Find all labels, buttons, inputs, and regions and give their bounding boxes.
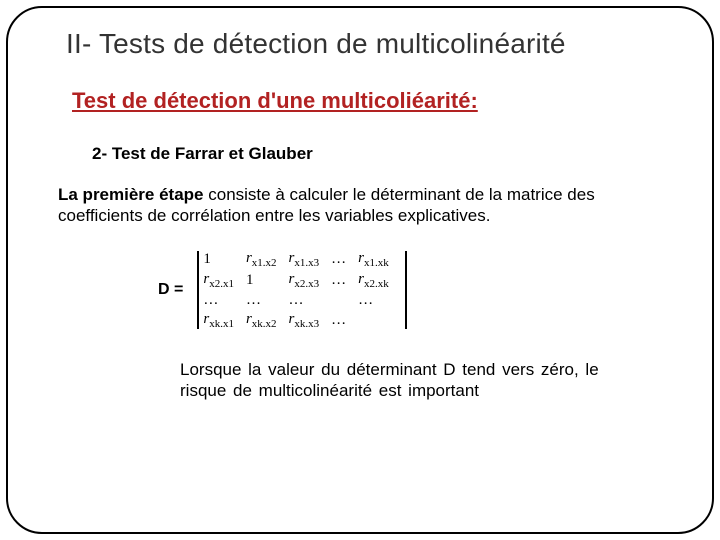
section-label: 2- Test de Farrar et Glauber xyxy=(92,144,670,164)
det-right-bar xyxy=(405,251,407,329)
matrix-cell: … xyxy=(331,249,358,270)
slide-content: II- Tests de détection de multicolinéari… xyxy=(0,0,720,540)
matrix-cell: … xyxy=(246,291,289,310)
matrix-cell: … xyxy=(289,291,332,310)
determinant-matrix: 1rx1.x2rx1.x3…rx1.xkrx2.x11rx2.x3…rx2.xk… xyxy=(193,249,410,331)
matrix-row: 1rx1.x2rx1.x3…rx1.xk xyxy=(203,249,400,270)
matrix-cell: rx2.x1 xyxy=(203,270,246,291)
matrix-cell: rx1.xk xyxy=(358,249,401,270)
matrix-cell xyxy=(358,310,401,331)
matrix-row: rx2.x11rx2.x3…rx2.xk xyxy=(203,270,400,291)
matrix-table: 1rx1.x2rx1.x3…rx1.xkrx2.x11rx2.x3…rx2.xk… xyxy=(203,249,400,331)
det-left-bar xyxy=(197,251,199,329)
matrix-cell: 1 xyxy=(246,270,289,291)
matrix-cell: … xyxy=(203,291,246,310)
matrix-cell: … xyxy=(358,291,401,310)
slide-subtitle: Test de détection d'une multicoliéarité: xyxy=(72,88,670,114)
matrix-cell: 1 xyxy=(203,249,246,270)
matrix-cell: rx1.x2 xyxy=(246,249,289,270)
matrix-cell: … xyxy=(331,270,358,291)
matrix-cell: rxk.x2 xyxy=(246,310,289,331)
matrix-cell: rx1.x3 xyxy=(289,249,332,270)
matrix-cell xyxy=(331,291,358,310)
determinant-label: D = xyxy=(158,281,183,299)
matrix-row: ………… xyxy=(203,291,400,310)
matrix-cell: rx2.x3 xyxy=(289,270,332,291)
matrix-cell: rx2.xk xyxy=(358,270,401,291)
matrix-cell: rxk.x3 xyxy=(289,310,332,331)
body-strong: La première étape xyxy=(58,185,204,204)
matrix-row: rxk.x1rxk.x2rxk.x3… xyxy=(203,310,400,331)
conclusion-text: Lorsque la valeur du déterminant D tend … xyxy=(180,359,600,402)
slide-title: II- Tests de détection de multicolinéari… xyxy=(66,28,670,60)
matrix-cell: … xyxy=(331,310,358,331)
body-paragraph: La première étape consiste à calculer le… xyxy=(58,184,650,227)
matrix-cell: rxk.x1 xyxy=(203,310,246,331)
determinant-block: D = 1rx1.x2rx1.x3…rx1.xkrx2.x11rx2.x3…rx… xyxy=(158,249,670,331)
